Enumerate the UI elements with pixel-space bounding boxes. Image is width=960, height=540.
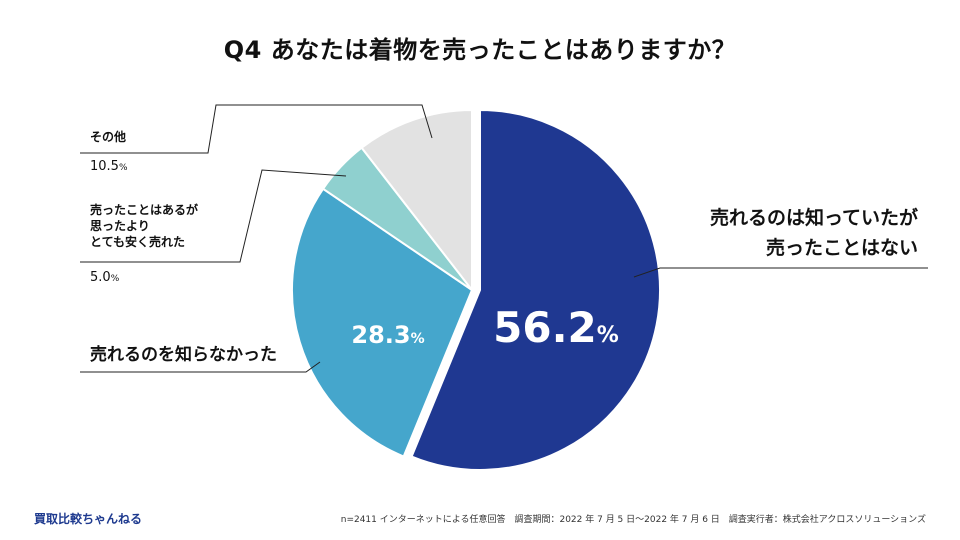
leader-line-1 xyxy=(80,361,321,373)
survey-footnote: n=2411 インターネットによる任意回答 調査期間：2022 年 7 月 5 … xyxy=(340,515,926,525)
leader-line-2 xyxy=(80,169,347,263)
slice-label-2: 売ったことはあるが思ったよりとても安く売れた xyxy=(90,202,198,249)
leader-line-0 xyxy=(633,267,928,278)
slice-pct-3: 10.5% xyxy=(90,159,128,174)
pie-slice-0 xyxy=(410,108,661,471)
chart-title: Q4 あなたは着物を売ったことはありますか？ xyxy=(223,36,737,64)
slice-label-0: 売れるのは知っていたが売ったことはない xyxy=(710,206,918,259)
pie-slice-1 xyxy=(291,187,474,458)
brand-logo-text: 買取比較ちゃんねる xyxy=(34,512,143,526)
slice-pct-2: 5.0% xyxy=(90,270,120,285)
slice-label-1: 売れるのを知らなかった xyxy=(90,344,277,365)
slice-label-3: その他 xyxy=(90,129,126,144)
pie-slice-3 xyxy=(360,108,473,293)
slice-value-label-1: 28.3% xyxy=(351,321,424,349)
slice-value-label-0: 56.2% xyxy=(493,303,619,352)
leader-line-3 xyxy=(80,104,433,154)
